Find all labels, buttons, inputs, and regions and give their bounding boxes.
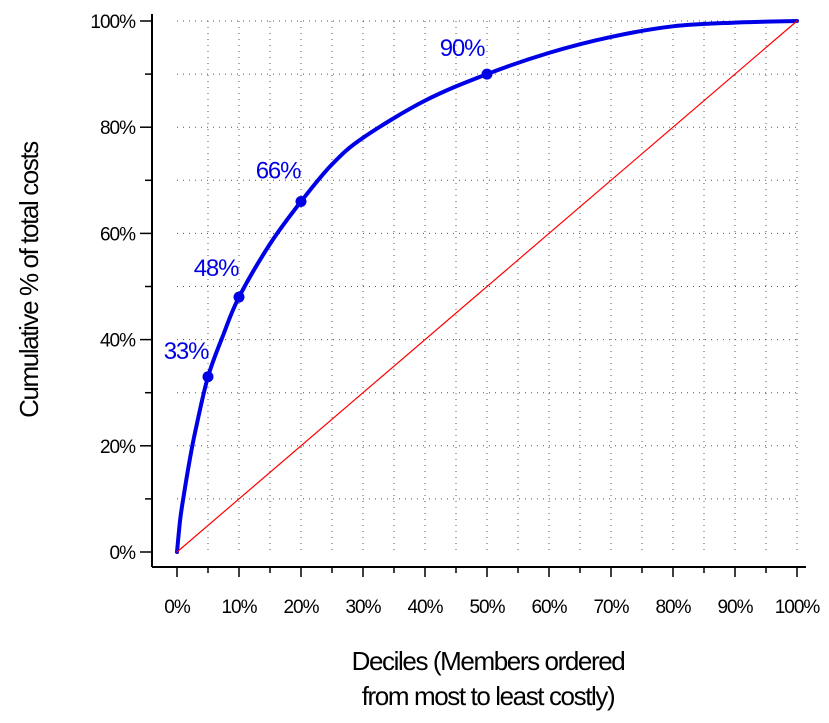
data-point-marker: [202, 371, 214, 383]
y-axis-title: Cumulative % of total costs: [14, 141, 44, 418]
x-axis-title-line-2: from most to least costly): [362, 681, 615, 711]
series: [175, 19, 799, 554]
cumulative-cost-curve: [175, 19, 799, 554]
y-tick-label: 0%: [110, 543, 137, 564]
axes: [140, 14, 806, 577]
x-tick-label: 70%: [593, 597, 629, 618]
equality-reference-line: [176, 20, 798, 553]
x-tick-label: 100%: [775, 597, 821, 618]
data-point-label: 66%: [256, 158, 301, 185]
highlighted-points: 33% 48% 66% 90%: [164, 35, 493, 383]
y-tick-label: 40%: [100, 331, 136, 352]
data-point-label: 48%: [194, 255, 239, 282]
data-point-marker: [481, 68, 493, 80]
data-point-label: 90%: [440, 35, 485, 62]
x-tick-label: 50%: [469, 597, 505, 618]
tick-labels: 0% 10% 20% 30% 40% 50% 60% 70% 80% 90% 100% 0% 20% 40…: [90, 12, 821, 618]
x-tick-label: 60%: [531, 597, 567, 618]
x-tick-label: 10%: [221, 597, 257, 618]
x-tick-label: 90%: [717, 597, 753, 618]
x-tick-label: 40%: [407, 597, 443, 618]
x-tick-label: 80%: [655, 597, 691, 618]
y-tick-label: 100%: [90, 12, 136, 33]
y-tick-label: 60%: [100, 224, 136, 245]
y-tick-label: 20%: [100, 437, 136, 458]
y-tick-label: 80%: [100, 118, 136, 139]
x-tick-label: 30%: [345, 597, 381, 618]
x-tick-label: 0%: [164, 597, 191, 618]
x-axis-title-line-1: Deciles (Members ordered: [352, 646, 625, 676]
data-point-label: 33%: [164, 338, 209, 365]
grid-lines: [177, 20, 798, 552]
x-tick-label: 20%: [283, 597, 319, 618]
data-point-marker: [233, 291, 245, 303]
data-point-marker: [295, 196, 307, 208]
